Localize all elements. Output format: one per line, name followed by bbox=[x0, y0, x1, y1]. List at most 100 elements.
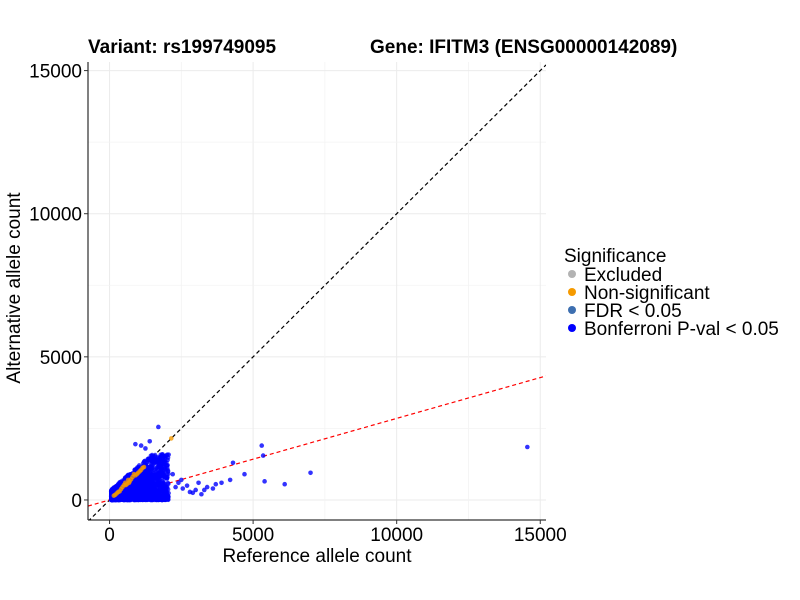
data-point bbox=[152, 493, 158, 499]
data-point bbox=[199, 491, 204, 497]
data-point bbox=[109, 487, 115, 492]
data-point bbox=[148, 453, 154, 459]
data-point bbox=[525, 444, 530, 450]
data-point bbox=[204, 484, 210, 490]
data-point bbox=[179, 477, 184, 483]
data-point bbox=[157, 458, 162, 463]
reference-lines bbox=[88, 64, 546, 520]
x-tick-label: 0 bbox=[104, 525, 115, 546]
data-point bbox=[158, 488, 164, 494]
tick-labels: 0 5000 10000 15000 0 5000 10000 15000 bbox=[29, 62, 567, 546]
data-point bbox=[242, 471, 247, 477]
data-point bbox=[145, 457, 151, 462]
data-point bbox=[282, 481, 287, 487]
data-point bbox=[133, 441, 138, 447]
legend-entry-label: Bonferroni P-val < 0.05 bbox=[584, 319, 779, 340]
data-point bbox=[190, 490, 196, 496]
y-tick-label: 15000 bbox=[29, 62, 82, 83]
data-point bbox=[128, 487, 134, 492]
data-point bbox=[176, 480, 181, 486]
data-point bbox=[184, 483, 190, 488]
data-point bbox=[260, 453, 266, 458]
data-point bbox=[164, 476, 170, 481]
data-point bbox=[196, 480, 201, 486]
data-point bbox=[151, 471, 156, 476]
data-point bbox=[140, 472, 146, 477]
data-point bbox=[128, 477, 134, 482]
data-point bbox=[308, 470, 313, 476]
legend-key bbox=[568, 324, 576, 332]
x-tick-label: 10000 bbox=[370, 525, 423, 546]
x-tick-label: 5000 bbox=[232, 525, 274, 546]
data-point bbox=[170, 471, 176, 477]
data-point bbox=[259, 443, 265, 448]
series-non-significant bbox=[111, 436, 174, 498]
data-point bbox=[111, 493, 117, 498]
data-point bbox=[156, 424, 161, 430]
y-tick-label: 5000 bbox=[40, 348, 82, 369]
data-point bbox=[160, 453, 166, 459]
data-point bbox=[227, 477, 233, 483]
x-tick-label: 15000 bbox=[514, 525, 567, 546]
data-point bbox=[143, 446, 148, 451]
data-point bbox=[219, 480, 224, 486]
data-point bbox=[153, 454, 158, 460]
data-point bbox=[147, 438, 153, 444]
data-point bbox=[126, 497, 131, 503]
grid bbox=[88, 62, 546, 520]
data-point bbox=[140, 477, 145, 483]
chart-title-right: Gene: IFITM3 (ENSG00000142089) bbox=[370, 37, 677, 58]
legend-key bbox=[568, 270, 576, 278]
axes bbox=[84, 62, 546, 524]
data-point bbox=[168, 436, 174, 441]
data-point bbox=[150, 497, 155, 503]
data-point bbox=[135, 476, 140, 481]
data-point bbox=[159, 496, 164, 502]
data-point bbox=[135, 470, 141, 476]
data-point bbox=[151, 461, 156, 467]
data-point bbox=[144, 468, 149, 474]
data-point bbox=[144, 482, 150, 488]
data-point bbox=[120, 495, 125, 500]
data-points bbox=[108, 424, 530, 503]
data-point bbox=[193, 487, 198, 493]
data-point bbox=[140, 465, 145, 471]
data-point bbox=[150, 480, 155, 486]
data-point bbox=[210, 486, 216, 491]
legend-entry-label: Excluded bbox=[584, 265, 662, 286]
data-point bbox=[123, 482, 128, 488]
data-point bbox=[173, 484, 178, 490]
y-tick-label: 10000 bbox=[29, 205, 82, 226]
data-point bbox=[155, 480, 161, 485]
data-point bbox=[262, 479, 267, 484]
data-point bbox=[161, 483, 167, 488]
data-point bbox=[158, 463, 164, 468]
data-point bbox=[213, 481, 219, 487]
data-point bbox=[135, 483, 141, 489]
y-axis-title: Alternative allele count bbox=[4, 192, 25, 384]
x-axis-title: Reference allele count bbox=[222, 546, 412, 567]
data-point bbox=[133, 467, 138, 472]
data-point bbox=[165, 480, 171, 486]
chart-title-left: Variant: rs199749095 bbox=[88, 37, 276, 58]
legend-key bbox=[568, 306, 576, 314]
data-point bbox=[137, 489, 143, 494]
legend-entry-label: FDR < 0.05 bbox=[584, 301, 682, 322]
data-point bbox=[129, 495, 135, 500]
legend-title: Significance bbox=[564, 246, 666, 267]
y-tick-label: 0 bbox=[71, 491, 82, 512]
data-point bbox=[149, 490, 155, 496]
data-point bbox=[147, 465, 152, 471]
data-point bbox=[180, 486, 186, 491]
legend: Significance ExcludedNon-significantFDR … bbox=[564, 246, 779, 340]
data-point bbox=[149, 477, 155, 482]
data-point bbox=[156, 475, 161, 481]
data-point bbox=[138, 497, 143, 503]
data-point bbox=[230, 460, 236, 466]
legend-entry-label: Non-significant bbox=[584, 283, 710, 304]
data-point bbox=[115, 497, 121, 502]
data-point bbox=[164, 493, 169, 499]
reference-line-identity bbox=[88, 64, 546, 520]
data-point bbox=[165, 469, 171, 474]
